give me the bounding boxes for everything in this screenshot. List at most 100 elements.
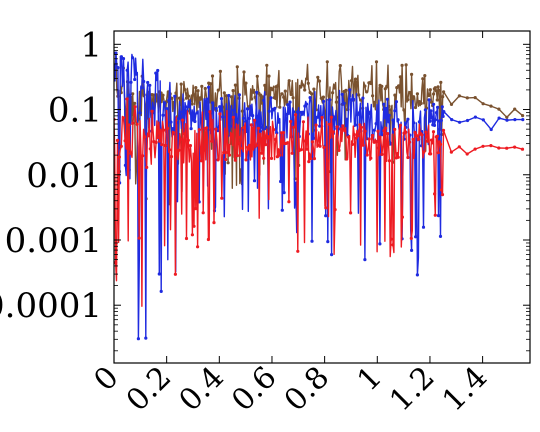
- series-1-point: [321, 95, 325, 99]
- series-2-point: [391, 118, 395, 122]
- series-2-point: [355, 113, 359, 117]
- series-3-point: [420, 133, 424, 137]
- series-2-point: [342, 101, 346, 105]
- series-1-point: [350, 79, 354, 83]
- series-3-point: [196, 245, 200, 249]
- series-3-point: [497, 146, 501, 150]
- series-3-point: [312, 157, 316, 161]
- series-3-point: [285, 141, 289, 145]
- series-3-point: [235, 154, 239, 158]
- series-2-point: [436, 214, 441, 218]
- series-1-point: [305, 77, 309, 81]
- series-2-point: [439, 118, 443, 123]
- series-3-point: [409, 236, 413, 240]
- series-3-point: [216, 158, 220, 162]
- series-2-point: [142, 79, 146, 84]
- series-1-point: [310, 92, 314, 96]
- series-3-point: [184, 236, 189, 241]
- series-3-point: [433, 192, 437, 196]
- series-1-point: [437, 88, 441, 92]
- series-3-point: [367, 137, 371, 141]
- series-3-point: [125, 97, 129, 101]
- series-3-point: [160, 143, 164, 147]
- series-1-point: [400, 63, 404, 67]
- series-3-point: [168, 148, 172, 152]
- series-2-point: [227, 93, 231, 98]
- series-1-point: [303, 88, 307, 92]
- series-3-point: [320, 115, 324, 120]
- series-3-point: [325, 159, 330, 163]
- series-2-point: [489, 127, 493, 132]
- series-1-point: [410, 72, 414, 76]
- series-3-point: [150, 109, 154, 113]
- series-3-point: [322, 145, 326, 149]
- series-3-point: [356, 134, 360, 138]
- series-1-point: [235, 65, 239, 69]
- series-1-point: [365, 90, 369, 94]
- series-1-point: [190, 102, 194, 106]
- series-3-point: [440, 193, 445, 197]
- series-1-point: [433, 86, 437, 90]
- series-3-point: [166, 126, 170, 130]
- series-1-point: [226, 161, 230, 165]
- series-1-point: [267, 74, 271, 78]
- series-2-point: [304, 102, 309, 106]
- series-2-point: [421, 225, 426, 229]
- series-2-point: [292, 110, 296, 114]
- series-2-point: [205, 97, 209, 101]
- series-2-point: [434, 111, 439, 115]
- series-3-point: [387, 159, 391, 163]
- series-2-point: [330, 253, 334, 257]
- series-1-point: [338, 64, 342, 68]
- series-1-point: [242, 70, 246, 74]
- series-2-point: [136, 337, 140, 341]
- series-1-point: [408, 91, 412, 95]
- series-2-point: [423, 108, 427, 112]
- series-1-point: [435, 98, 439, 102]
- series-2-point: [380, 133, 384, 137]
- series-2-point: [148, 83, 152, 87]
- series-1-point: [457, 94, 461, 98]
- series-1-point: [369, 81, 373, 86]
- series-2-point: [417, 120, 421, 124]
- series-2-point: [280, 208, 284, 212]
- series-2-point: [384, 106, 388, 111]
- series-2-point: [513, 118, 517, 122]
- series-3-point: [244, 158, 248, 162]
- series-2-point: [144, 336, 148, 340]
- series-1-point: [131, 92, 135, 96]
- series-1-point: [505, 115, 509, 119]
- series-1-point: [344, 88, 348, 92]
- series-1-point: [441, 95, 445, 99]
- series-3-point: [436, 151, 440, 155]
- series-2-point: [195, 111, 199, 115]
- series-1-point: [402, 108, 406, 112]
- series-1-point: [331, 91, 335, 95]
- series-1-point: [271, 88, 275, 92]
- y-tick-label: 1: [80, 25, 102, 65]
- series-3-point: [404, 130, 408, 134]
- series-3-point: [281, 131, 286, 135]
- series-3-point: [248, 143, 252, 147]
- series-3-point: [435, 134, 439, 138]
- series-3-point: [240, 146, 245, 150]
- series-2-point: [442, 110, 446, 114]
- series-1-point: [255, 74, 259, 78]
- series-3-point: [233, 158, 237, 162]
- series-2-point: [288, 100, 292, 104]
- series-2-point: [378, 242, 382, 246]
- series-3-point: [137, 236, 141, 240]
- series-1-point: [393, 93, 397, 97]
- series-3-point: [229, 132, 233, 136]
- series-1-point: [184, 96, 188, 100]
- series-3-point: [251, 126, 255, 130]
- series-2-point: [269, 96, 273, 100]
- y-tick-label: 0.001: [5, 221, 102, 261]
- series-2-point: [125, 68, 129, 72]
- series-2-point: [440, 105, 444, 109]
- series-2-point: [267, 109, 271, 113]
- series-3-point: [239, 135, 243, 139]
- series-2-point: [157, 272, 161, 276]
- series-3-point: [384, 126, 388, 130]
